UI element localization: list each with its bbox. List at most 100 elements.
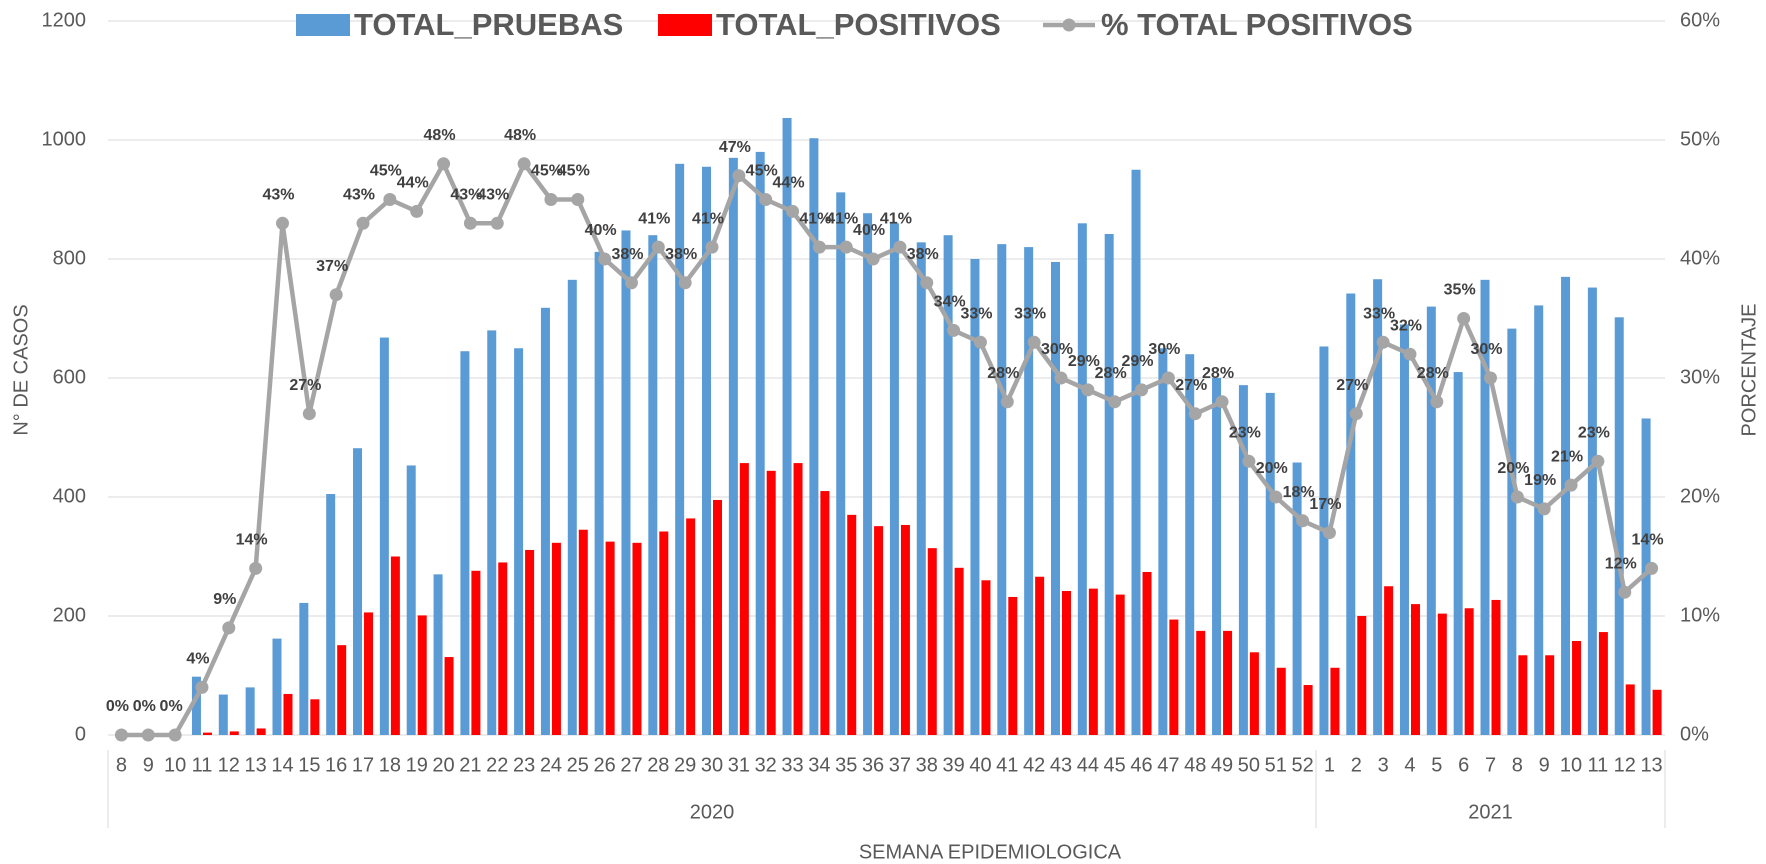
data-label: 33%	[1014, 306, 1046, 323]
bar	[283, 693, 293, 735]
legend-swatch	[658, 14, 712, 36]
x-tick-label: 23	[513, 754, 535, 776]
bar	[621, 230, 631, 735]
data-label: 27%	[289, 377, 321, 394]
bar	[1131, 169, 1141, 735]
marker	[678, 276, 692, 290]
x-tick-label: 6	[1458, 754, 1469, 776]
marker	[490, 216, 504, 230]
data-label: 27%	[1336, 377, 1368, 394]
marker	[1269, 490, 1283, 504]
x-tick-label: 27	[620, 754, 642, 776]
data-label: 35%	[1444, 282, 1476, 299]
x-tick-label: 43	[1050, 754, 1072, 776]
x-tick-label: 24	[540, 754, 562, 776]
bar	[1491, 599, 1501, 735]
bar	[1598, 632, 1608, 735]
bar	[1196, 630, 1206, 735]
bar	[433, 574, 443, 735]
bar	[1303, 685, 1313, 735]
bar	[1561, 276, 1571, 735]
data-label: 47%	[719, 139, 751, 156]
group-label: 2020	[690, 801, 735, 823]
data-label: 45%	[370, 163, 402, 180]
bar	[460, 351, 470, 735]
marker	[732, 169, 746, 183]
bar	[487, 330, 497, 735]
bar	[218, 694, 228, 735]
bar	[793, 463, 803, 735]
bar	[1614, 317, 1624, 735]
bar	[1480, 279, 1490, 735]
data-label: 43%	[450, 187, 482, 204]
bar	[632, 542, 642, 735]
bar	[943, 235, 953, 735]
x-tick-label: 19	[406, 754, 428, 776]
marker	[598, 252, 612, 266]
bar	[202, 732, 212, 735]
marker	[1161, 371, 1175, 385]
bar	[755, 151, 765, 735]
bar	[1169, 619, 1179, 735]
x-tick-label: 12	[218, 754, 240, 776]
x-tick-label: 9	[143, 754, 154, 776]
y2-tick-label: 0%	[1680, 723, 1709, 745]
bar	[675, 163, 685, 736]
bar	[997, 244, 1007, 735]
x-tick-label: 40	[969, 754, 991, 776]
bar	[836, 192, 846, 736]
x-tick-label: 5	[1431, 754, 1442, 776]
bar	[417, 615, 427, 735]
bar	[1330, 667, 1340, 735]
x-tick-label: 4	[1404, 754, 1415, 776]
bar	[1652, 689, 1662, 735]
x-tick-label: 13	[245, 754, 267, 776]
bar	[540, 307, 550, 735]
data-label: 37%	[316, 258, 348, 275]
bar	[1518, 655, 1528, 735]
bar	[1625, 684, 1635, 735]
data-label: 38%	[611, 246, 643, 263]
marker	[249, 561, 263, 575]
data-label: 40%	[853, 222, 885, 239]
data-label: 30%	[1470, 341, 1502, 358]
bar	[1008, 596, 1018, 735]
marker	[114, 728, 128, 742]
x-tick-label: 29	[674, 754, 696, 776]
y-tick-label: 800	[53, 247, 86, 269]
x-tick-label: 31	[728, 754, 750, 776]
data-label: 41%	[692, 210, 724, 227]
marker	[1591, 454, 1605, 468]
bar	[245, 687, 255, 735]
x-tick-label: 16	[325, 754, 347, 776]
marker	[195, 680, 209, 694]
data-label: 23%	[1578, 425, 1610, 442]
bar	[594, 251, 604, 736]
data-label: 28%	[1202, 365, 1234, 382]
data-label: 17%	[1309, 496, 1341, 513]
bar	[578, 529, 588, 735]
data-label: 33%	[960, 306, 992, 323]
bar	[471, 570, 481, 735]
y2-tick-label: 10%	[1680, 604, 1720, 626]
data-label: 23%	[1229, 425, 1261, 442]
data-label: 45%	[558, 163, 590, 180]
data-label: 45%	[746, 163, 778, 180]
bar	[191, 676, 201, 735]
bar	[1641, 418, 1651, 735]
bar	[1572, 640, 1582, 735]
bar	[648, 235, 658, 735]
y-tick-label: 400	[53, 485, 86, 507]
y2-tick-label: 50%	[1680, 128, 1720, 150]
marker	[1000, 395, 1014, 409]
x-tick-label: 7	[1485, 754, 1496, 776]
marker	[383, 193, 397, 206]
bar	[605, 541, 615, 735]
bar	[1088, 588, 1098, 735]
data-label: 0%	[133, 698, 156, 715]
x-tick-label: 41	[996, 754, 1018, 776]
marker	[1645, 561, 1659, 575]
bar	[889, 223, 899, 736]
bar	[1507, 328, 1517, 735]
marker	[1403, 347, 1417, 361]
